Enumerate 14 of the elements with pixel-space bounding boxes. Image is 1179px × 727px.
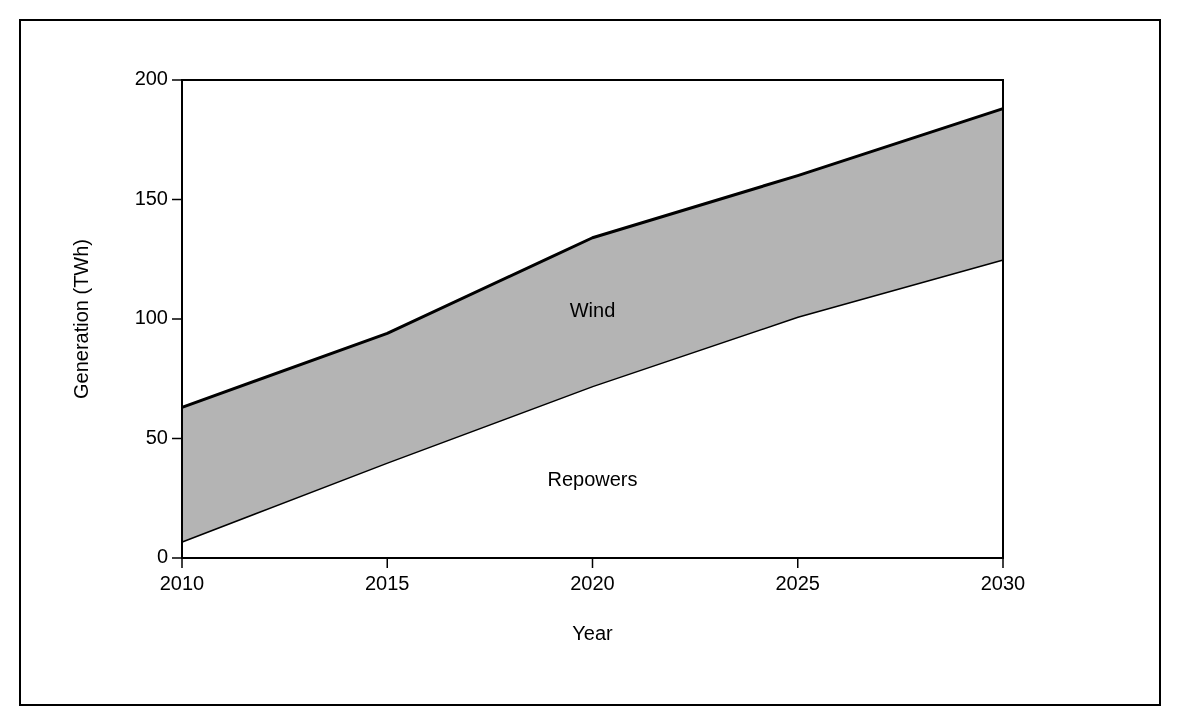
x-tick-label: 2010 xyxy=(159,572,205,594)
x-axis-title: Year xyxy=(572,622,614,644)
y-tick-label: 0 xyxy=(156,545,168,568)
x-tick-label: 2025 xyxy=(775,572,820,594)
series-label: Wind xyxy=(569,299,616,322)
y-axis-title: Generation (TWh) xyxy=(70,238,92,400)
x-tick-label: 2015 xyxy=(365,572,410,594)
y-tick-label: 150 xyxy=(134,186,168,209)
y-tick-label: 200 xyxy=(134,67,168,90)
series-label: Repowers xyxy=(547,467,638,490)
y-tick-label: 100 xyxy=(134,306,168,329)
y-tick-label: 50 xyxy=(145,425,168,448)
x-tick-label: 2030 xyxy=(980,572,1026,594)
x-tick-label: 2020 xyxy=(570,572,615,594)
